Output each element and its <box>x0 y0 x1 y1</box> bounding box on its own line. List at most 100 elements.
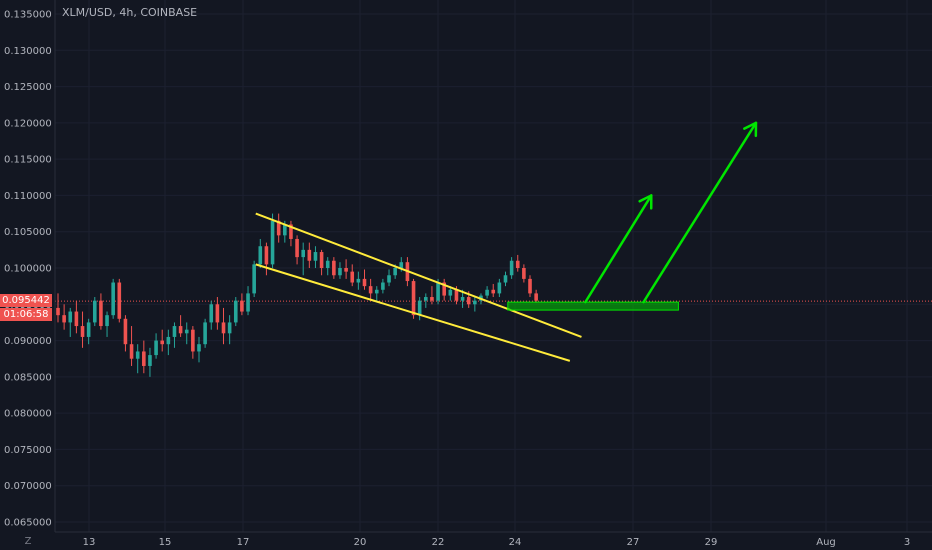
candle-body <box>295 238 299 258</box>
candle <box>528 275 532 298</box>
time-axis-label: 3 <box>904 537 910 548</box>
candle <box>154 333 158 359</box>
candle-body <box>99 300 103 327</box>
candle <box>191 326 195 359</box>
candle <box>264 242 269 276</box>
price-axis-label: 0.070000 <box>4 481 52 492</box>
candle <box>485 286 489 299</box>
candle-body <box>148 355 152 366</box>
candle <box>227 315 232 345</box>
candle-body <box>399 262 404 268</box>
price-axis-label: 0.115000 <box>4 155 52 166</box>
projection-arrow-short[interactable] <box>584 194 653 304</box>
candle <box>178 315 183 337</box>
candle <box>381 278 385 294</box>
candle-body <box>191 329 195 352</box>
symbol-title: XLM/USD, 4h, COINBASE <box>62 6 198 19</box>
support-zone[interactable] <box>507 301 679 311</box>
time-axis-label: 20 <box>354 537 367 548</box>
price-axis-label: 0.125000 <box>4 82 52 93</box>
candle-body <box>215 304 220 323</box>
candle-body <box>135 351 140 359</box>
candle-body <box>240 300 244 312</box>
candle-body <box>227 322 232 334</box>
candle-body <box>528 278 532 294</box>
candle-body <box>454 289 459 301</box>
candle-body <box>289 224 293 239</box>
time-axis-label: 27 <box>627 537 640 548</box>
candle-body <box>338 268 342 276</box>
candle <box>117 278 122 323</box>
candle-body <box>515 260 520 268</box>
candle-body <box>436 282 440 301</box>
candle <box>270 213 275 268</box>
candle-body <box>393 268 397 276</box>
candle <box>522 264 526 283</box>
candle-body <box>197 344 201 352</box>
candle-body <box>497 282 502 294</box>
candle-body <box>368 286 373 294</box>
time-axis-label: 22 <box>432 537 445 548</box>
candle <box>319 249 324 276</box>
candle-body <box>184 329 189 334</box>
candle-body <box>56 307 60 316</box>
candle <box>197 336 201 363</box>
price-axis-label: 0.120000 <box>4 118 52 129</box>
candle <box>111 278 115 319</box>
candle <box>252 260 256 298</box>
candle <box>62 304 66 330</box>
candle-body <box>142 351 146 366</box>
candle-body <box>117 282 122 319</box>
candle-body <box>74 311 79 327</box>
candle <box>68 307 73 337</box>
candle-body <box>473 300 477 305</box>
candles <box>56 213 538 377</box>
candle <box>99 293 103 330</box>
candle <box>129 326 134 366</box>
candle <box>295 235 299 265</box>
time-axis-label: 17 <box>237 537 250 548</box>
channel-lower-line[interactable] <box>255 263 571 362</box>
candle-body <box>160 340 165 345</box>
candle-body <box>80 326 85 337</box>
candle <box>80 311 85 348</box>
candle <box>215 297 220 330</box>
candle-body <box>86 322 91 337</box>
candle <box>135 344 140 374</box>
candle-body <box>178 326 183 334</box>
projection-arrow-long-head <box>743 121 758 138</box>
candle <box>246 286 250 316</box>
candle <box>448 286 453 301</box>
candle-body <box>503 275 508 283</box>
candle <box>344 259 348 279</box>
candle-body <box>448 289 453 296</box>
price-axis-label: 0.085000 <box>4 372 52 383</box>
candle <box>497 278 502 298</box>
time-axis: 13 15 17 20 22 24 27 29 Aug 3 <box>55 531 932 548</box>
candle <box>209 300 214 330</box>
candle <box>105 311 109 337</box>
time-axis-label: Aug <box>816 537 836 548</box>
candle-body <box>307 249 312 261</box>
price-axis-label: 0.075000 <box>4 445 52 456</box>
candle-body <box>209 304 214 323</box>
candle-body <box>417 300 422 316</box>
candle-body <box>129 344 134 359</box>
price-axis-label: 0.080000 <box>4 409 52 420</box>
time-axis-label: 24 <box>509 537 522 548</box>
candle <box>368 278 373 301</box>
candle-body <box>522 268 526 279</box>
channel-upper-line[interactable] <box>255 212 582 338</box>
candle-body <box>166 336 171 345</box>
candle <box>332 257 336 279</box>
candle-body <box>509 260 514 276</box>
projection-arrow-long[interactable] <box>642 121 758 304</box>
candle <box>203 318 207 348</box>
zoom-icon[interactable]: Z <box>24 536 32 547</box>
candle <box>240 293 244 316</box>
candle <box>172 322 177 348</box>
candle <box>148 347 152 377</box>
candle-body <box>301 249 305 258</box>
